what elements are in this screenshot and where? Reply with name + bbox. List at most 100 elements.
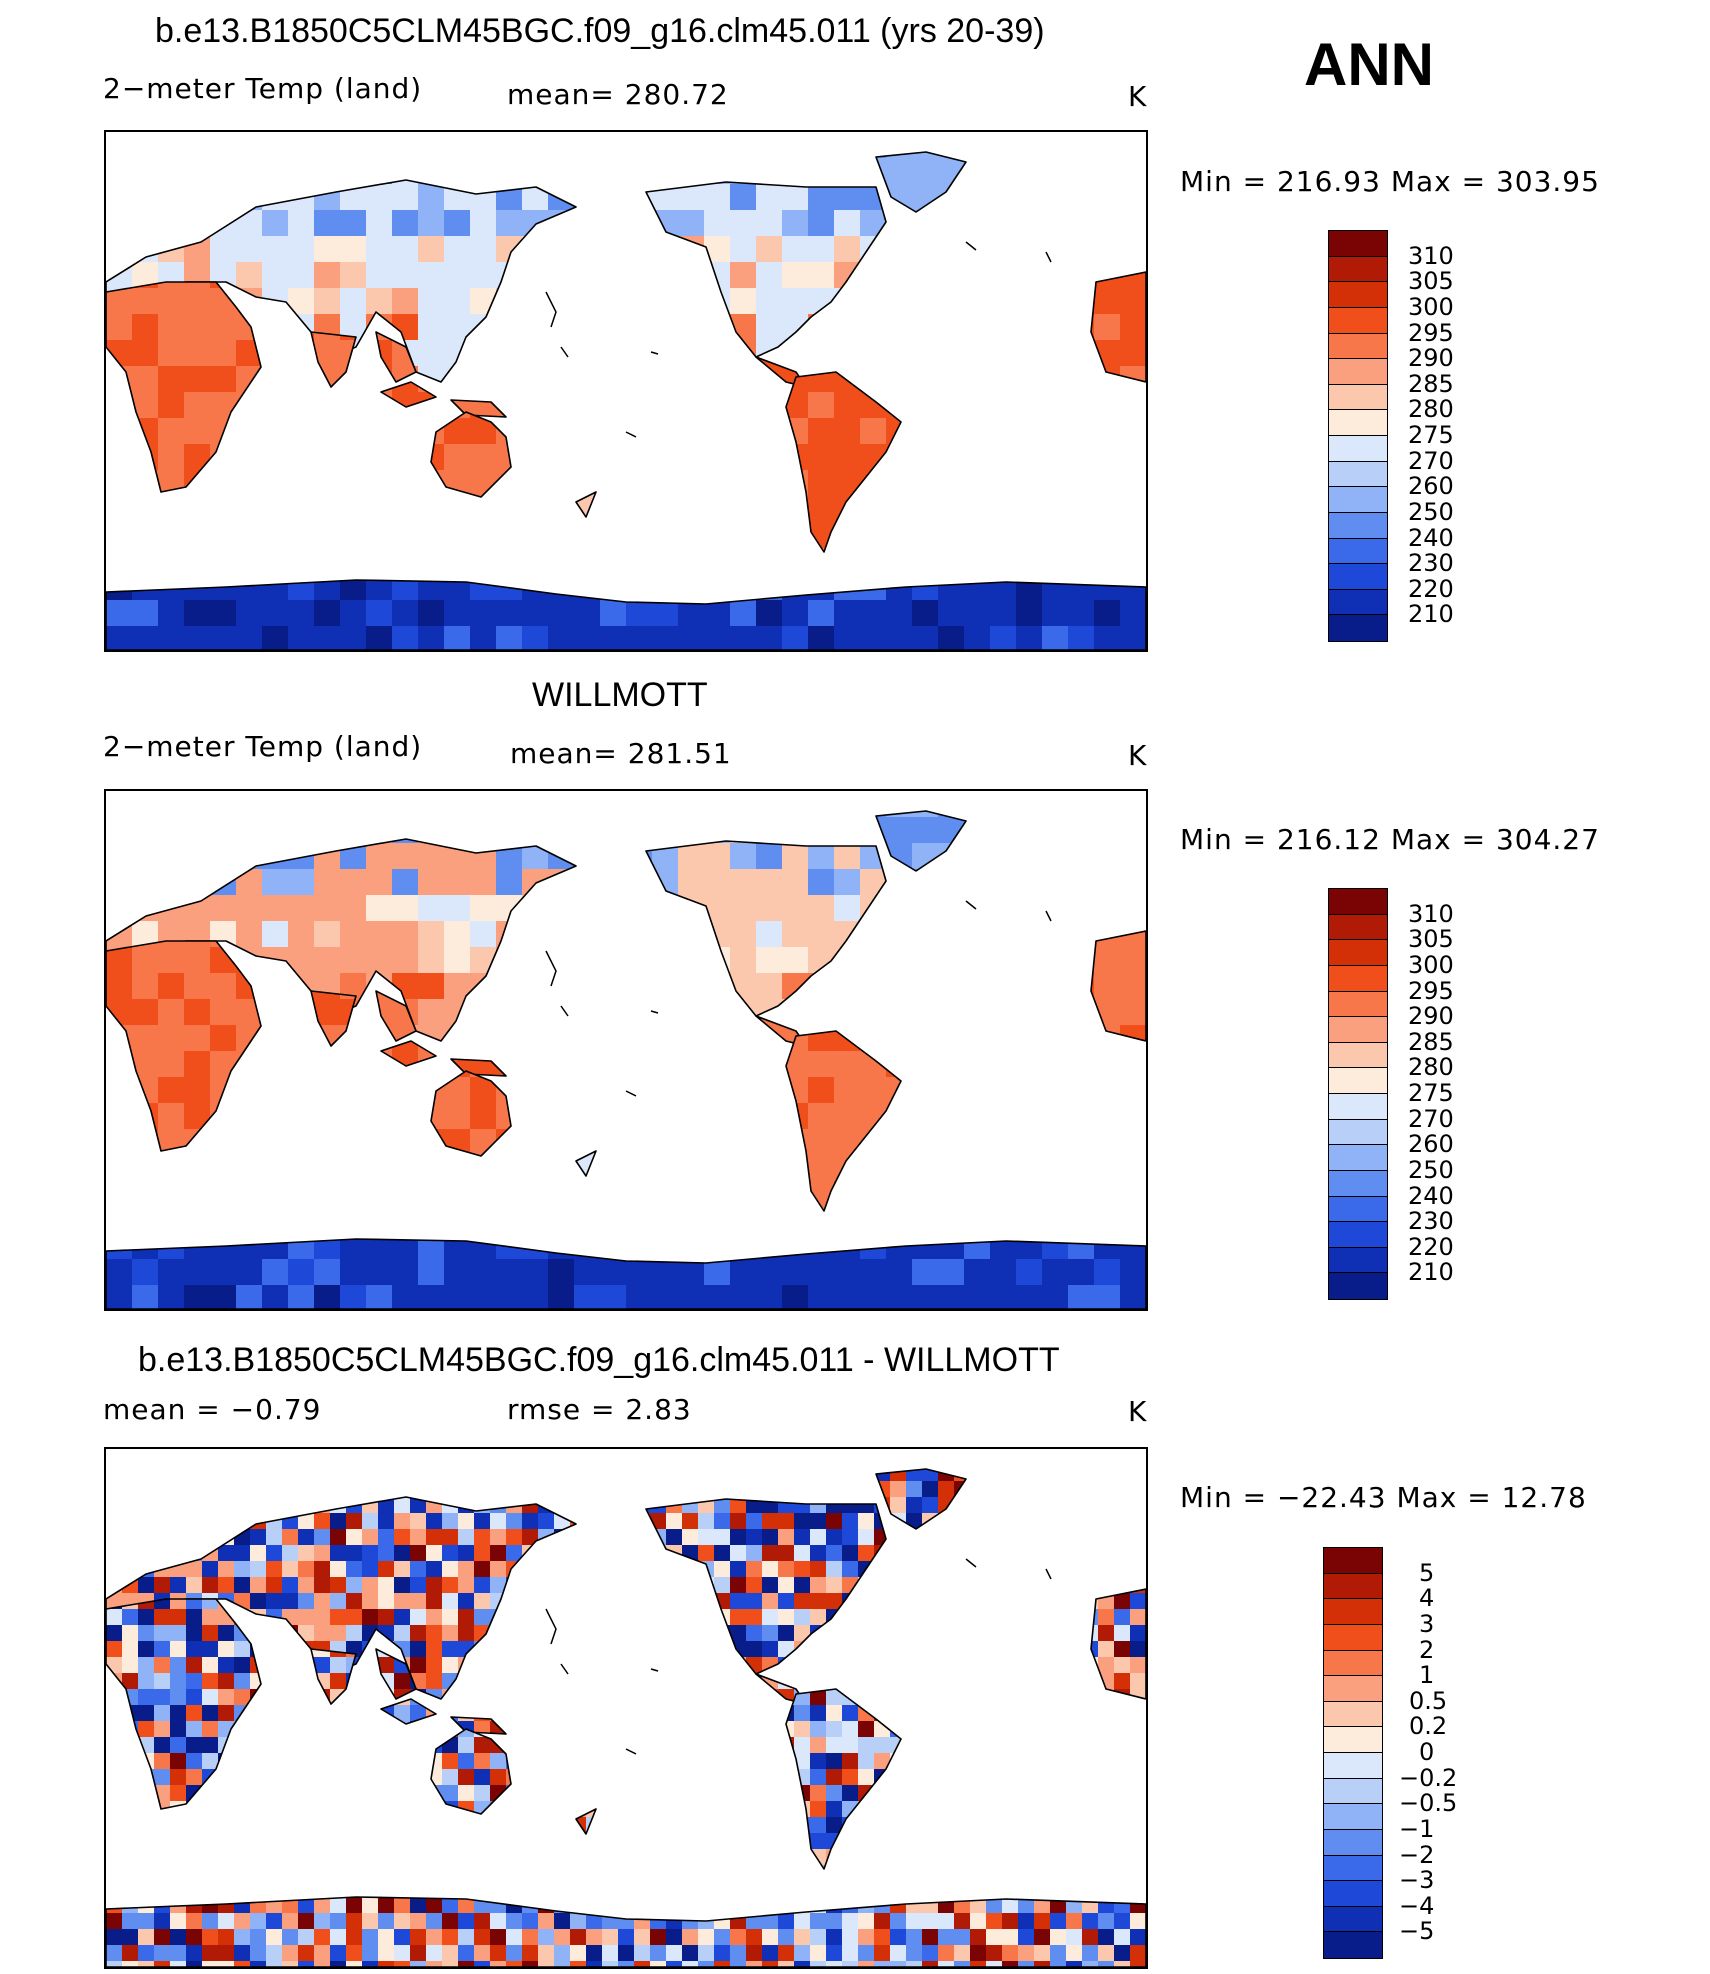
grid-cell bbox=[990, 184, 1016, 210]
grid-cell bbox=[314, 392, 340, 418]
grid-cell bbox=[626, 340, 652, 366]
grid-cell bbox=[158, 132, 184, 158]
grid-cell bbox=[678, 444, 704, 470]
grid-cell bbox=[938, 210, 964, 236]
grid-cell bbox=[600, 470, 626, 496]
grid-cell bbox=[1120, 392, 1146, 418]
grid-cell bbox=[1042, 132, 1068, 158]
grid-cell bbox=[834, 522, 860, 548]
grid-cell bbox=[626, 132, 652, 158]
grid-cell bbox=[574, 418, 600, 444]
grid-cell bbox=[418, 158, 444, 184]
grid-cell bbox=[418, 392, 436, 407]
grid-cell bbox=[652, 158, 678, 184]
grid-cell bbox=[522, 392, 548, 418]
grid-cell bbox=[938, 236, 964, 262]
grid-cell bbox=[574, 288, 600, 314]
grid-cell bbox=[652, 366, 678, 392]
grid-cell bbox=[990, 392, 1016, 418]
grid-cell bbox=[522, 158, 548, 184]
grid-cell bbox=[184, 158, 210, 184]
grid-cell bbox=[782, 158, 808, 184]
grid-cell bbox=[366, 548, 392, 574]
grid-cell bbox=[366, 418, 392, 444]
grid-cell bbox=[210, 470, 236, 496]
grid-cell bbox=[626, 366, 652, 392]
grid-cell bbox=[964, 314, 990, 340]
grid-cell bbox=[1068, 470, 1094, 496]
grid-cell bbox=[1094, 470, 1120, 496]
grid-cell bbox=[132, 132, 158, 158]
grid-cell bbox=[522, 392, 548, 418]
grid-cell bbox=[574, 288, 600, 314]
grid-cell bbox=[314, 444, 340, 470]
grid-cell bbox=[184, 496, 210, 522]
grid-cell bbox=[678, 574, 704, 600]
grid-cell bbox=[938, 522, 964, 548]
grid-cell bbox=[938, 314, 964, 340]
grid-cell bbox=[418, 522, 444, 548]
grid-cell bbox=[782, 522, 808, 548]
grid-cell bbox=[1016, 288, 1042, 314]
grid-cell bbox=[964, 158, 990, 184]
grid-cell bbox=[730, 392, 756, 418]
grid-cell bbox=[964, 470, 990, 496]
grid-cell bbox=[1068, 262, 1094, 288]
grid-cell bbox=[548, 496, 574, 522]
grid-cell bbox=[964, 444, 990, 470]
grid-cell bbox=[782, 262, 808, 288]
grid-cell bbox=[938, 288, 964, 314]
grid-cell bbox=[600, 158, 626, 184]
grid-cell bbox=[938, 418, 964, 444]
grid-cell bbox=[626, 548, 652, 574]
grid-cell bbox=[626, 158, 652, 184]
grid-cell bbox=[184, 496, 210, 522]
grid-cell bbox=[262, 340, 288, 366]
grid-cell bbox=[938, 132, 964, 158]
grid-cell bbox=[106, 210, 132, 236]
grid-cell bbox=[912, 418, 938, 444]
grid-cell bbox=[912, 548, 938, 574]
grid-cell bbox=[990, 340, 1016, 366]
grid-cell bbox=[574, 184, 600, 210]
grid-cell bbox=[912, 210, 938, 236]
grid-cell bbox=[704, 418, 730, 444]
grid-cell bbox=[704, 132, 730, 158]
grid-cell bbox=[470, 496, 496, 522]
grid-cell bbox=[1016, 288, 1042, 314]
grid-cell bbox=[574, 236, 600, 262]
grid-cell bbox=[912, 366, 938, 392]
grid-cell bbox=[860, 340, 886, 366]
grid-cell bbox=[1042, 210, 1068, 236]
grid-cell bbox=[262, 522, 288, 548]
grid-cell bbox=[574, 522, 600, 548]
grid-cell bbox=[730, 522, 756, 548]
grid-cell bbox=[1068, 392, 1094, 418]
grid-cell bbox=[210, 470, 236, 496]
grid-cell bbox=[938, 522, 964, 548]
grid-cell bbox=[756, 392, 782, 418]
grid-cell bbox=[912, 288, 938, 314]
grid-cell bbox=[132, 184, 158, 210]
grid-cell bbox=[548, 522, 574, 548]
grid-cell bbox=[392, 470, 418, 496]
grid-cell bbox=[1042, 366, 1068, 392]
grid-cell bbox=[1068, 262, 1094, 288]
grid-cell bbox=[106, 418, 132, 444]
grid-cell bbox=[938, 522, 964, 548]
grid-cell bbox=[1016, 340, 1042, 366]
grid-cell bbox=[392, 496, 418, 522]
coastline bbox=[375, 331, 417, 383]
grid-cell bbox=[574, 262, 600, 288]
grid-cell bbox=[786, 548, 808, 552]
grid-cell bbox=[158, 522, 184, 548]
grid-cell bbox=[522, 158, 548, 184]
grid-cell bbox=[1042, 132, 1068, 158]
grid-cell bbox=[288, 470, 314, 496]
grid-cell bbox=[340, 158, 366, 184]
grid-cell bbox=[132, 210, 158, 236]
grid-cell bbox=[652, 182, 678, 184]
grid-cell bbox=[366, 548, 392, 574]
grid-cell bbox=[652, 236, 678, 262]
grid-cell bbox=[106, 158, 132, 184]
